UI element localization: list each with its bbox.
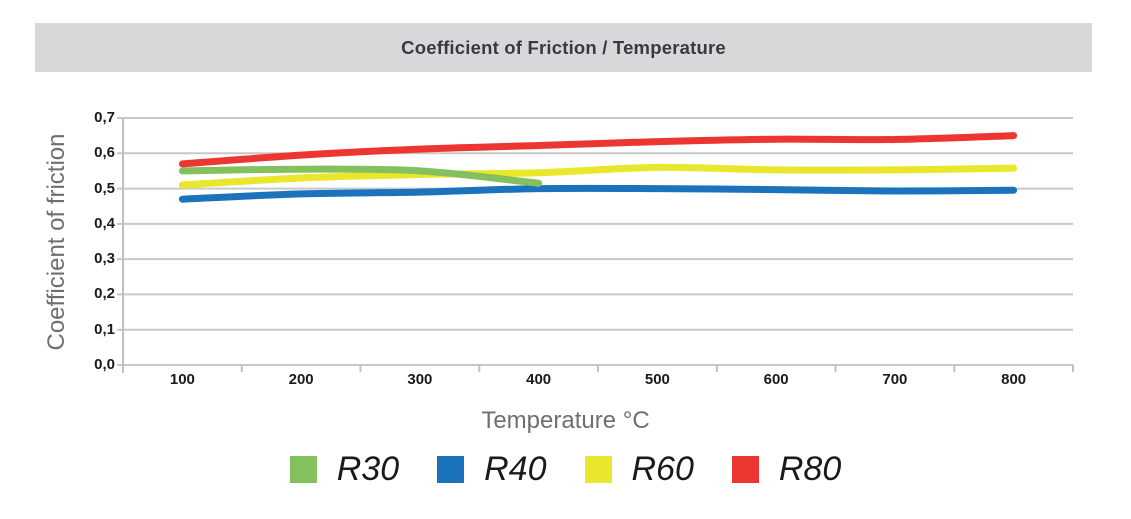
x-tick-label: 600	[763, 371, 789, 388]
legend-item-r30: R30	[289, 450, 400, 488]
y-axis-title: Coefficient of friction	[43, 133, 70, 351]
y-tick-label: 0,5	[94, 179, 115, 197]
legend-label-r60: R60	[631, 450, 694, 488]
series-line-r60	[178, 163, 1018, 189]
y-tick-label: 0,2	[94, 285, 115, 303]
legend-swatch-r80	[731, 455, 759, 483]
chart-title: Coefficient of Friction / Temperature	[401, 36, 726, 58]
y-tick-label: 0,0	[94, 355, 115, 373]
legend-label-r40: R40	[484, 450, 547, 488]
x-tick-label: 200	[288, 371, 314, 388]
legend-swatch-r60	[584, 455, 612, 483]
series-line-r80	[178, 132, 1018, 168]
y-axis-tick-labels: 0,7 0,6 0,5 0,4 0,3 0,2 0,1 0,0	[40, 109, 115, 374]
y-tick-label: 0,7	[94, 109, 115, 126]
legend-item-r60: R60	[584, 450, 694, 488]
y-tick-label: 0,4	[94, 214, 115, 232]
x-tick-label: 700	[882, 371, 908, 388]
x-tick-label: 500	[644, 371, 670, 388]
series-line-r40	[178, 184, 1018, 203]
y-tick-label: 0,3	[94, 250, 115, 268]
legend-swatch-r30	[289, 455, 317, 483]
series-line-r30	[178, 165, 543, 187]
legend-label-r30: R30	[336, 450, 400, 488]
x-tick-label: 100	[169, 371, 195, 388]
x-tick-label: 300	[407, 371, 433, 388]
y-tick-label: 0,6	[94, 144, 115, 162]
chart-title-bar: Coefficient of Friction / Temperature	[35, 23, 1092, 72]
x-tick-label: 800	[1001, 371, 1027, 388]
legend-item-r40: R40	[437, 450, 547, 488]
legend-label-r80: R80	[778, 450, 842, 488]
legend-item-r80: R80	[731, 450, 842, 488]
legend: R30 R40 R60 R80	[0, 450, 1131, 488]
x-axis-tick-labels: 100 200 300 400 500 600 700 800	[123, 371, 1073, 389]
y-tick-label: 0,1	[94, 320, 115, 338]
x-tick-label: 400	[526, 371, 552, 388]
x-axis-title: Temperature °C	[481, 407, 650, 434]
legend-swatch-r40	[437, 455, 465, 483]
